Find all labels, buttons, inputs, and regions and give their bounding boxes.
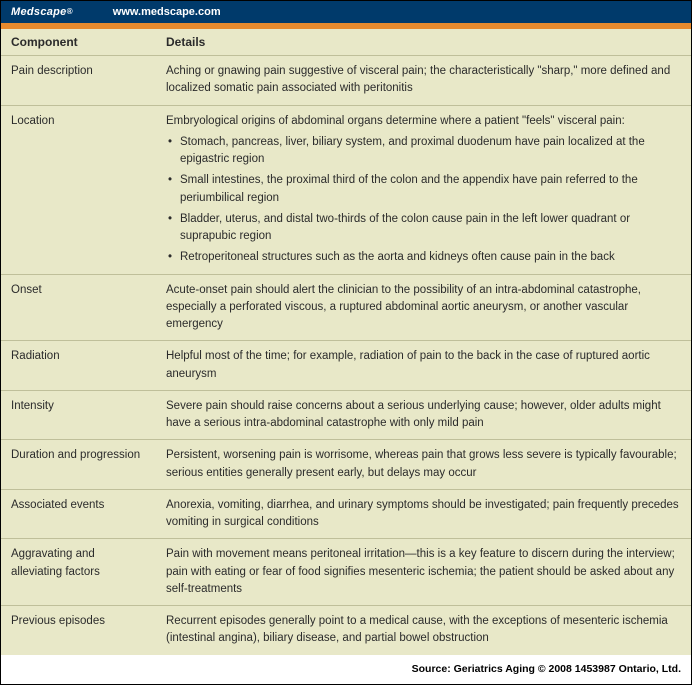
row-text: Pain with movement means peritoneal irri… (166, 546, 681, 598)
row-details: Acute-onset pain should alert the clinic… (156, 274, 691, 341)
bullet-list: Stomach, pancreas, liver, biliary system… (166, 134, 681, 267)
bullet-item: Retroperitoneal structures such as the a… (166, 249, 681, 266)
bullet-item: Stomach, pancreas, liver, biliary system… (166, 134, 681, 169)
col-details: Details (156, 29, 691, 56)
row-label: Previous episodes (1, 606, 156, 655)
table-row: Duration and progression Persistent, wors… (1, 440, 691, 490)
bullet-item: Bladder, uterus, and distal two-thirds o… (166, 211, 681, 246)
row-details: Aching or gnawing pain suggestive of vis… (156, 56, 691, 106)
table-row: Intensity Severe pain should raise concer… (1, 390, 691, 440)
row-text: Anorexia, vomiting, diarrhea, and urinar… (166, 497, 681, 532)
row-text: Helpful most of the time; for example, r… (166, 348, 681, 383)
top-bar: Medscape® www.medscape.com (1, 1, 691, 23)
row-label: Intensity (1, 390, 156, 440)
table-row: Associated events Anorexia, vomiting, dia… (1, 489, 691, 539)
row-details: Helpful most of the time; for example, r… (156, 341, 691, 391)
row-details: Embryological origins of abdominal organ… (156, 105, 691, 274)
brand-text: Medscape (11, 6, 67, 18)
table-row: Aggravating and alleviating factorsPain … (1, 539, 691, 606)
row-details: Persistent, worsening pain is worrisome,… (156, 440, 691, 490)
bullet-item: Small intestines, the proximal third of … (166, 172, 681, 207)
table-row: OnsetAcute-onset pain should alert the c… (1, 274, 691, 341)
brand-logo: Medscape® (11, 6, 73, 18)
row-text: Acute-onset pain should alert the clinic… (166, 282, 681, 334)
site-url: www.medscape.com (113, 6, 221, 18)
row-label: Radiation (1, 341, 156, 391)
row-text: Aching or gnawing pain suggestive of vis… (166, 63, 681, 98)
row-text: Embryological origins of abdominal organ… (166, 113, 681, 130)
row-details: Pain with movement means peritoneal irri… (156, 539, 691, 606)
row-label: Onset (1, 274, 156, 341)
table-row: Location Embryological origins of abdomin… (1, 105, 691, 274)
registered-mark: ® (67, 7, 73, 16)
row-label: Location (1, 105, 156, 274)
source-text: Source: Geriatrics Aging © 2008 1453987 … (1, 655, 691, 685)
source-row: Source: Geriatrics Aging © 2008 1453987 … (1, 655, 691, 685)
row-details: Recurrent episodes generally point to a … (156, 606, 691, 655)
table-row: Pain description Aching or gnawing pain s… (1, 56, 691, 106)
row-label: Aggravating and alleviating factors (1, 539, 156, 606)
row-details: Anorexia, vomiting, diarrhea, and urinar… (156, 489, 691, 539)
table-header-row: Component Details (1, 29, 691, 56)
row-text: Severe pain should raise concerns about … (166, 398, 681, 433)
col-component: Component (1, 29, 156, 56)
page-container: Medscape® www.medscape.com Component Det… (0, 0, 692, 685)
row-text: Persistent, worsening pain is worrisome,… (166, 447, 681, 482)
content-table: Component Details Pain description Aching… (1, 29, 691, 684)
table-row: Previous episodes Recurrent episodes gene… (1, 606, 691, 655)
table-row: Radiation Helpful most of the time; for e… (1, 341, 691, 391)
row-details: Severe pain should raise concerns about … (156, 390, 691, 440)
row-label: Pain description (1, 56, 156, 106)
row-label: Duration and progression (1, 440, 156, 490)
row-label: Associated events (1, 489, 156, 539)
row-text: Recurrent episodes generally point to a … (166, 613, 681, 648)
